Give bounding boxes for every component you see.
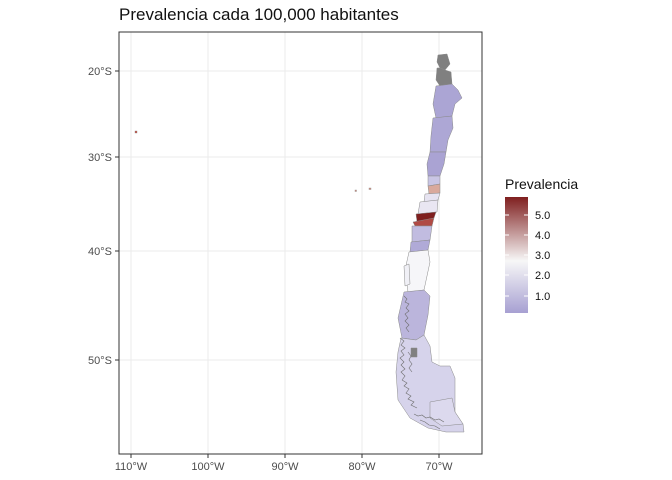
- island-juan-fernandez-1: [354, 189, 357, 192]
- legend: Prevalencia 5.0 4.0 3.0 2.0 1.0: [505, 176, 578, 313]
- x-tick-label: 90°W: [271, 461, 299, 473]
- axis-ticks: [115, 70, 440, 458]
- region-atacama: [429, 115, 454, 153]
- y-tick-label: 30°S: [88, 152, 112, 164]
- archipelago-texture: [399, 295, 445, 430]
- region-antofagasta: [432, 83, 463, 119]
- x-tick-label: 100°W: [191, 461, 225, 473]
- x-tick-label: 70°W: [425, 461, 453, 473]
- region-araucania: [411, 225, 433, 243]
- legend-label: 4.0: [535, 230, 550, 242]
- x-tick-label: 110°W: [115, 461, 148, 473]
- legend-colorbar: [505, 197, 528, 313]
- region-maule: [417, 199, 439, 215]
- chile-regions: [395, 53, 465, 433]
- legend-title: Prevalencia: [505, 176, 578, 192]
- legend-label: 1.0: [535, 291, 550, 303]
- y-tick-label: 20°S: [88, 66, 112, 78]
- island-juan-fernandez-2: [368, 187, 372, 190]
- legend-ticks: [505, 214, 528, 297]
- legend-label: 2.0: [535, 270, 550, 282]
- legend-label: 3.0: [535, 250, 550, 262]
- region-metropolitana: [427, 183, 441, 195]
- pacific-islands: [134, 130, 372, 192]
- legend-label: 5.0: [535, 210, 550, 222]
- region-tarapaca: [435, 67, 453, 87]
- region-na-patch: [410, 347, 418, 358]
- panel-border: [118, 31, 483, 455]
- map-title: Prevalencia cada 100,000 habitantes: [119, 5, 399, 24]
- y-tick-label: 40°S: [88, 246, 112, 258]
- y-tick-label: 50°S: [88, 355, 112, 367]
- island-chiloe: [403, 263, 411, 287]
- x-tick-label: 80°W: [348, 461, 376, 473]
- island-rapa-nui: [134, 130, 138, 134]
